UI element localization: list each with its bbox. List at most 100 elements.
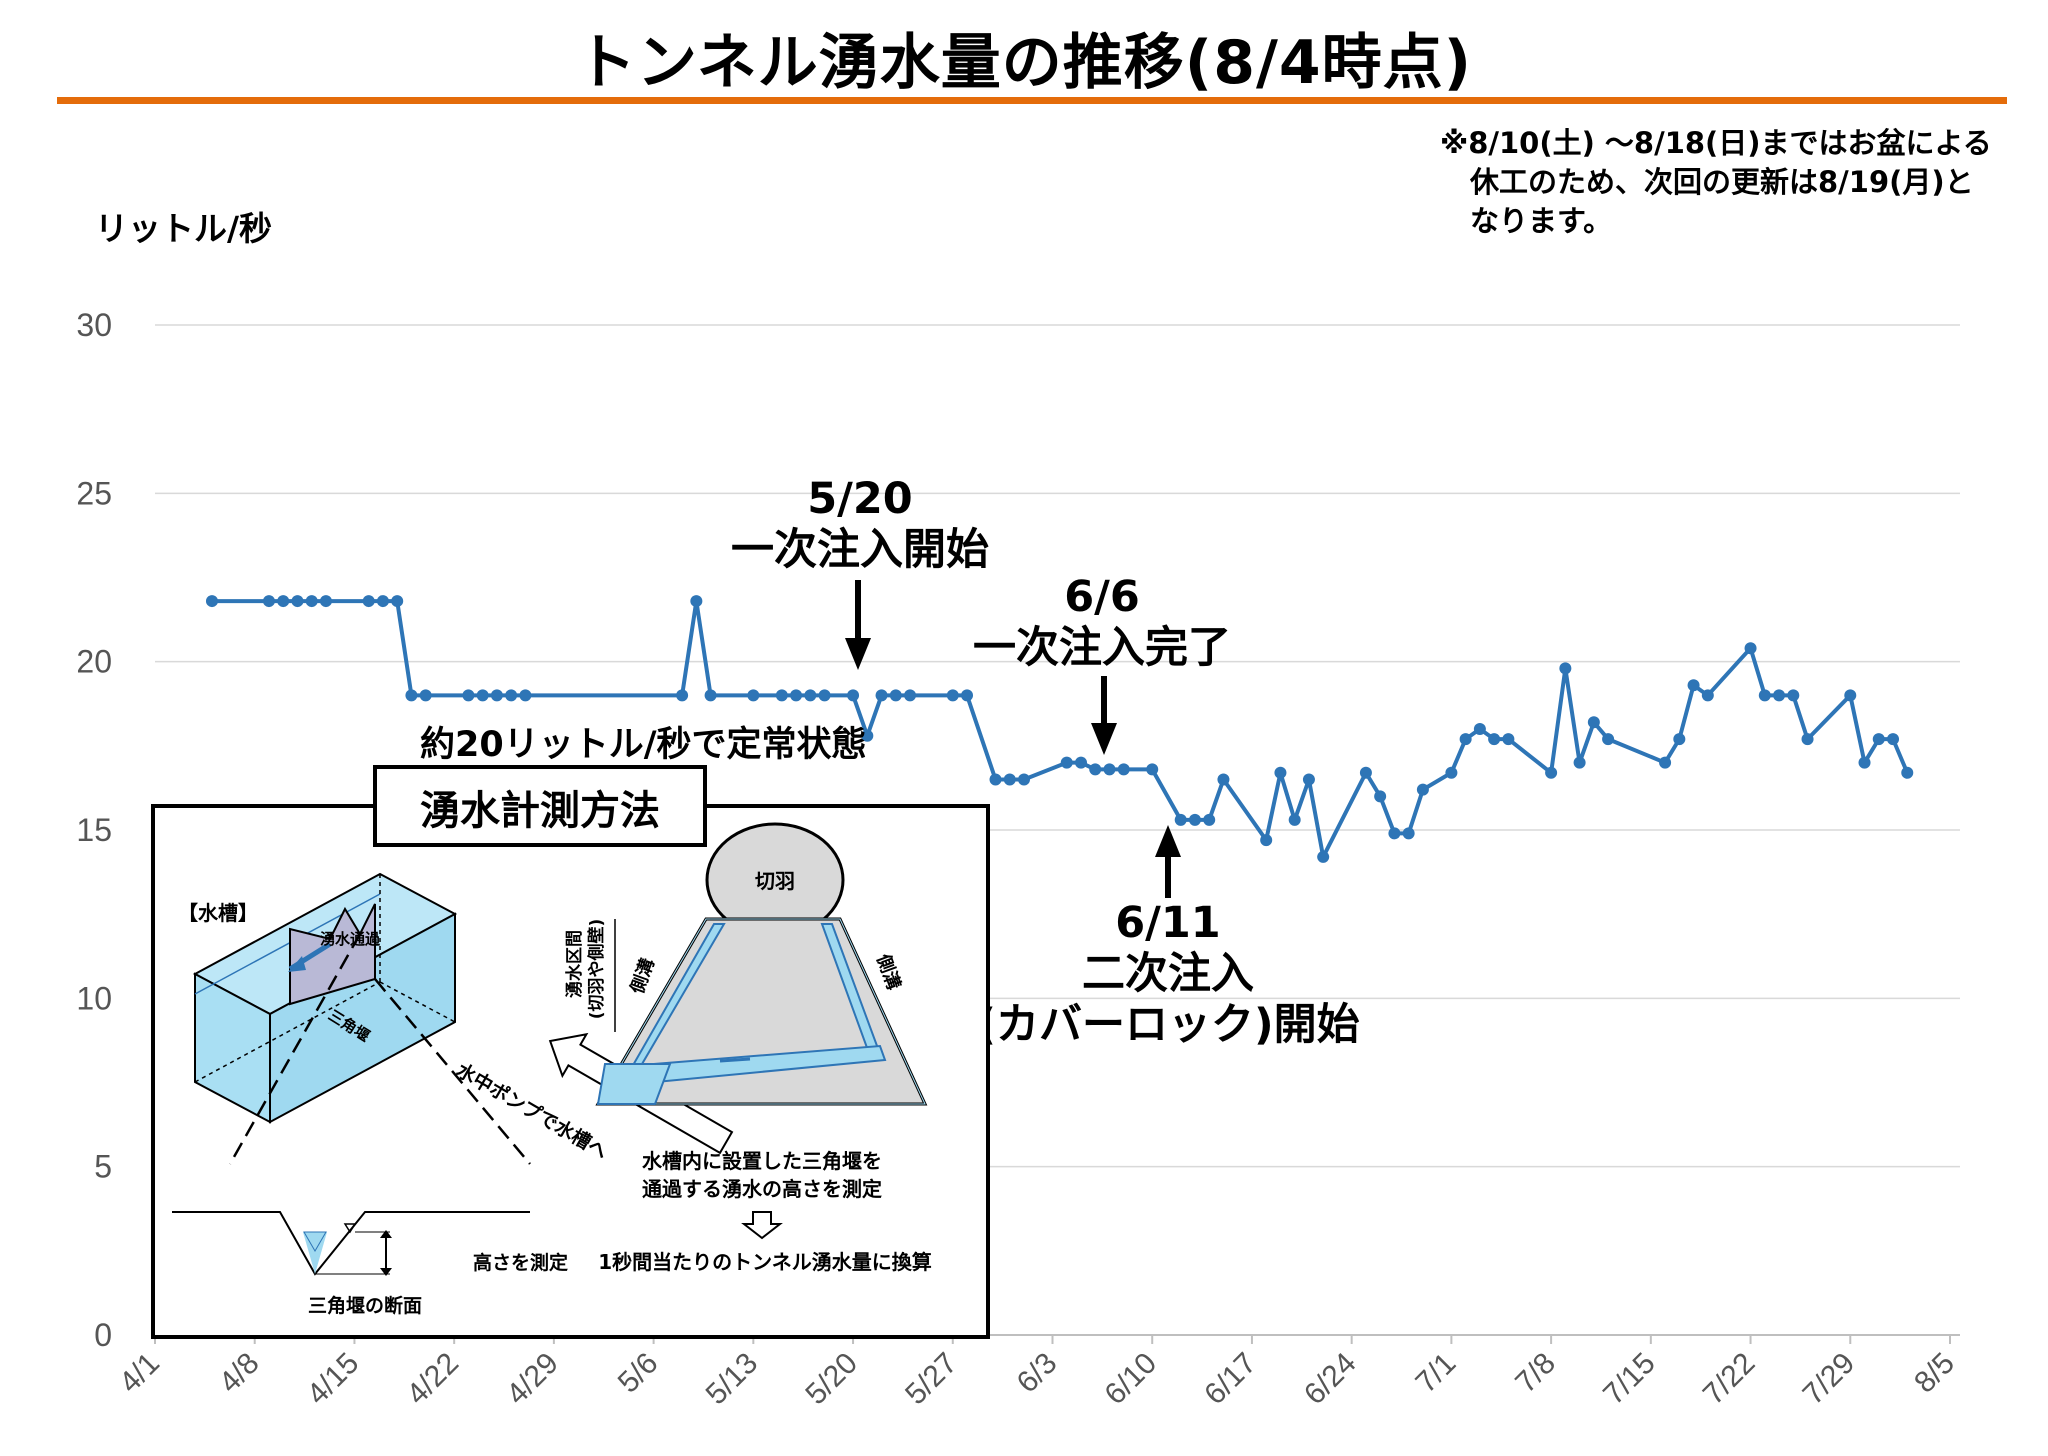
data-point [1773,689,1786,702]
data-point [1074,756,1087,769]
annotation-611-date: 6/11 [1115,898,1221,948]
x-tick-label: 7/1 [1410,1347,1463,1400]
inset-title: 湧水計測方法 [420,788,660,834]
x-tick-labels: 4/1 4/8 4/15 4/22 4/29 5/6 5/13 5/20 5/27 6/3 6/10… [113,1347,1961,1412]
y-tick-label: 10 [76,980,112,1016]
page-title: トンネル湧水量の推移(8/4時点) [575,28,1473,98]
data-point [1459,733,1472,746]
steady-state-label: 約20リットル/秒で定常状態 [420,725,867,765]
data-point [1488,733,1501,746]
x-tick-label: 7/8 [1509,1347,1562,1400]
data-point [704,689,717,702]
data-point [519,689,532,702]
x-tick-label: 4/1 [113,1347,166,1400]
data-point [376,595,389,608]
data-point [462,689,475,702]
desc-line-3: 1秒間当たりのトンネル湧水量に換算 [598,1250,932,1274]
data-point [1801,733,1814,746]
data-point [1659,756,1672,769]
annotation-611-text-2: (カバーロック)開始 [976,1000,1360,1050]
x-tick-label: 4/8 [213,1347,266,1400]
annotation-611: 6/11 二次注入 (カバーロック)開始 [968,898,1368,1051]
data-point [505,689,518,702]
x-tick-label: 5/27 [899,1347,964,1412]
tank-label: 【水槽】 [178,901,258,925]
face-label: 切羽 [755,869,795,893]
data-point [847,689,860,702]
data-point [1687,679,1700,692]
x-tick-label: 6/3 [1011,1347,1064,1400]
data-point [1602,733,1615,746]
data-point [1060,756,1073,769]
annotation-66: 6/6 一次注入完了 [952,572,1252,674]
data-point [391,595,404,608]
data-point [1587,716,1600,729]
weir-cross-section [172,1211,530,1276]
schedule-note: ※8/10(土) ～8/18(日)まではお盆による 休工のため、次回の更新は8/… [1440,124,2000,241]
data-point [875,689,888,702]
data-point [1559,662,1572,675]
data-point [1359,766,1372,779]
data-point [1302,773,1315,786]
data-point [889,689,902,702]
data-point [1003,773,1016,786]
data-point [476,689,489,702]
data-point [804,689,817,702]
measure-label: 高さを測定 [473,1251,568,1274]
data-point [790,689,803,702]
inset-title-box [373,765,707,847]
arrow-611-head [1155,825,1181,857]
data-point [1274,766,1287,779]
data-point [291,595,304,608]
data-point [1673,733,1686,746]
x-tick-label: 7/15 [1597,1347,1662,1412]
x-tick-label: 4/15 [301,1347,366,1412]
data-point [1573,756,1586,769]
data-point [1445,766,1458,779]
data-point [775,689,788,702]
data-point [1758,689,1771,702]
annotation-arrows [845,580,1181,898]
data-point [1103,763,1116,776]
data-point [1901,766,1914,779]
data-point [1288,813,1301,826]
x-tick-label: 6/17 [1198,1347,1263,1412]
desc-line-2: 通過する湧水の高さを測定 [642,1177,882,1201]
data-point [1188,813,1201,826]
data-point [818,689,831,702]
data-point [419,689,432,702]
y-tick-label: 20 [76,644,112,680]
data-point [861,729,874,742]
data-point [1374,790,1387,803]
note-line-3: なります。 [1470,204,1613,238]
section-label-1: 湧水区間 [564,930,585,998]
data-point [362,595,375,608]
data-point [319,595,332,608]
cross-section-label: 三角堰の断面 [308,1294,422,1317]
flow-label: 湧水通過 [320,930,381,948]
annotation-520-date: 5/20 [807,474,913,524]
title-rule [57,97,2007,104]
x-tick-label: 5/6 [612,1347,665,1400]
series-flow-rate [205,595,1914,863]
annotation-611-text-1: 二次注入 [1082,949,1254,999]
data-point [1858,756,1871,769]
data-point [262,595,275,608]
data-point [1018,773,1031,786]
measurement-method-inset: 湧水計測方法 【水槽】 湧水通過 三角堰 高さを測定 三角堰の断面 水中ポンプで… [151,765,990,1339]
data-point [1146,763,1159,776]
note-line-1: ※8/10(土) ～8/18(日)まではお盆による [1440,126,1992,160]
data-point [1203,813,1216,826]
section-label-2: (切羽や側壁) [586,919,607,1020]
x-tick-label: 4/29 [500,1347,565,1412]
data-point [904,689,917,702]
data-point [1744,642,1757,655]
data-point [676,689,689,702]
data-point [1260,834,1273,847]
data-point [1473,723,1486,735]
desc-line-1: 水槽内に設置した三角堰を [642,1149,882,1173]
x-tick-label: 7/29 [1797,1347,1862,1412]
data-point [1089,763,1102,776]
data-point [946,689,959,702]
data-point [1117,763,1130,776]
